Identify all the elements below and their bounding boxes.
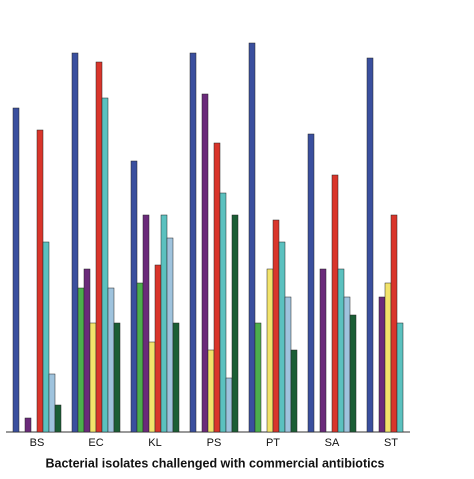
bar: [378, 296, 386, 433]
bar: [142, 214, 150, 433]
bar: [107, 287, 115, 433]
bar: [130, 160, 138, 433]
bar: [349, 314, 357, 433]
bar: [266, 268, 274, 433]
bar: [278, 241, 286, 433]
bar: [24, 417, 32, 433]
bar: [384, 282, 392, 433]
bar: [48, 373, 56, 433]
bar: [225, 377, 233, 433]
bar: [219, 192, 227, 433]
bar: [71, 52, 79, 433]
bar: [272, 219, 280, 433]
x-tick-label: SA: [325, 437, 340, 449]
bar: [366, 57, 374, 433]
x-tick-label: KL: [148, 437, 161, 449]
x-tick-label: EC: [88, 437, 103, 449]
bar: [77, 287, 85, 433]
bar: [89, 322, 97, 433]
bar: [189, 52, 197, 433]
bar: [231, 214, 239, 433]
bar: [83, 268, 91, 433]
bar: [201, 93, 209, 433]
bar: [136, 282, 144, 433]
x-tick-label: BS: [30, 437, 45, 449]
bar: [337, 268, 345, 433]
bar: [284, 296, 292, 433]
bar: [95, 61, 103, 433]
bar: [290, 349, 298, 433]
bar: [12, 107, 20, 433]
chart-title: Bacterial isolates challenged with comme…: [45, 456, 384, 470]
bar: [331, 174, 339, 433]
bar: [54, 404, 62, 433]
bar: [396, 322, 404, 433]
bar: [154, 264, 162, 433]
bar: [390, 214, 398, 433]
x-tick-label: PS: [207, 437, 222, 449]
bar: [307, 133, 315, 433]
x-tick-label: PT: [266, 437, 280, 449]
x-tick-label: ST: [384, 437, 398, 449]
bar: [160, 214, 168, 433]
bar: [319, 268, 327, 433]
bar: [248, 42, 256, 433]
bar: [36, 129, 44, 433]
bar: [172, 322, 180, 433]
bar: [113, 322, 121, 433]
bar: [166, 237, 174, 433]
bar: [42, 241, 50, 433]
bar: [254, 322, 262, 433]
bar: [213, 142, 221, 433]
bar: [101, 97, 109, 433]
bar: [343, 296, 351, 433]
bar: [148, 341, 156, 433]
bar: [207, 349, 215, 433]
